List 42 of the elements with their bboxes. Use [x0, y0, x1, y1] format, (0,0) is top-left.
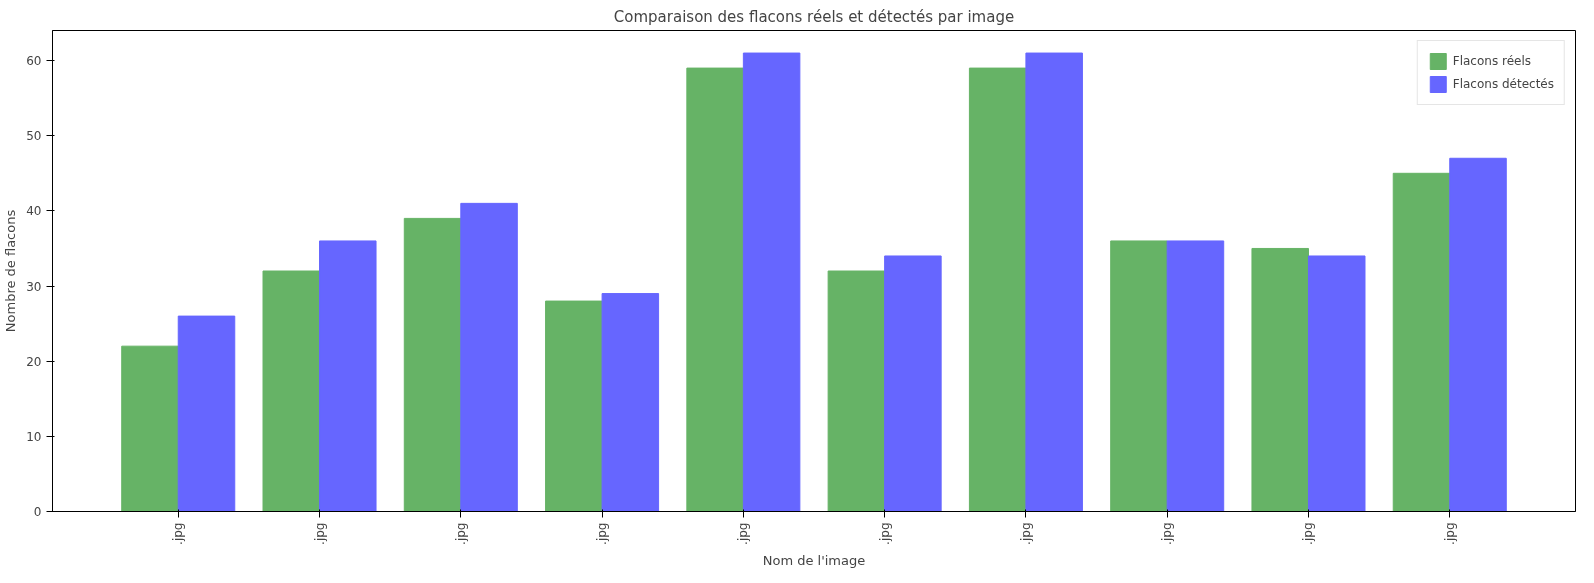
x-tick-label: .jpg [595, 522, 610, 545]
x-tick-label: .jpg [736, 522, 751, 545]
y-tick-label: 40 [26, 204, 42, 219]
bar [1110, 240, 1168, 512]
bar [686, 67, 744, 512]
x-tick-label: .jpg [171, 522, 186, 545]
bar [460, 202, 518, 512]
bar [545, 300, 603, 512]
bar [121, 345, 179, 512]
legend-label: Flacons détectés [1452, 77, 1554, 91]
bar [177, 315, 236, 512]
bar [262, 270, 321, 512]
y-tick-label: 10 [26, 429, 42, 444]
bar [601, 293, 660, 512]
y-tick-label: 50 [26, 129, 42, 144]
x-tick-label: .jpg [1301, 522, 1316, 545]
bar [1025, 52, 1083, 512]
y-tick-label: 20 [26, 354, 42, 369]
bar [1392, 172, 1451, 512]
x-tick-label: .jpg [1442, 522, 1457, 545]
legend-label: Flacons réels [1452, 54, 1531, 68]
y-tick-label: 60 [26, 54, 42, 69]
x-tick-label: .jpg [1160, 522, 1175, 545]
bar [827, 270, 886, 512]
bar [884, 255, 942, 512]
x-tick-label: .jpg [312, 522, 327, 545]
bar [1166, 240, 1225, 512]
bar [319, 240, 377, 512]
bar [1251, 247, 1309, 512]
y-tick-label: 0 [33, 505, 42, 519]
bar [1449, 157, 1507, 512]
x-tick-label: .jpg [1018, 522, 1033, 545]
y-axis-title: Nombre de flacons [3, 209, 19, 333]
x-tick-label: .jpg [877, 522, 892, 545]
bar [742, 52, 801, 512]
bar [403, 217, 462, 512]
bar [1307, 255, 1366, 512]
y-tick-label: 30 [26, 279, 42, 294]
x-axis-title: Nom de l'image [762, 552, 866, 568]
chart-title: Comparaison des flacons réels et détectés par image [613, 7, 1015, 26]
x-tick-label: .jpg [453, 522, 468, 545]
bar [968, 67, 1027, 512]
